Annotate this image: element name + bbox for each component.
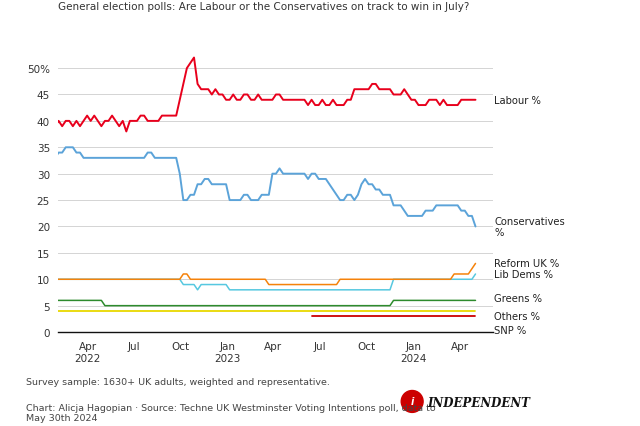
Text: Labour %: Labour % [494, 95, 541, 106]
Text: Lib Dems %: Lib Dems % [494, 269, 554, 279]
Circle shape [401, 391, 423, 412]
Text: Reform UK %: Reform UK % [494, 259, 559, 269]
Text: Chart: Alicja Hagopian · Source: Techne UK Westminster Voting Intentions poll, d: Chart: Alicja Hagopian · Source: Techne … [26, 403, 435, 422]
Text: Greens %: Greens % [494, 293, 542, 303]
Text: Conservatives
%: Conservatives % [494, 216, 565, 238]
Text: Others %: Others % [494, 311, 540, 322]
Text: i: i [410, 397, 414, 406]
Text: Survey sample: 1630+ UK adults, weighted and representative.: Survey sample: 1630+ UK adults, weighted… [26, 377, 330, 386]
Text: General election polls: Are Labour or the Conservatives on track to win in July?: General election polls: Are Labour or th… [58, 2, 469, 12]
Text: SNP %: SNP % [494, 326, 527, 336]
Text: INDEPENDENT: INDEPENDENT [428, 396, 531, 409]
